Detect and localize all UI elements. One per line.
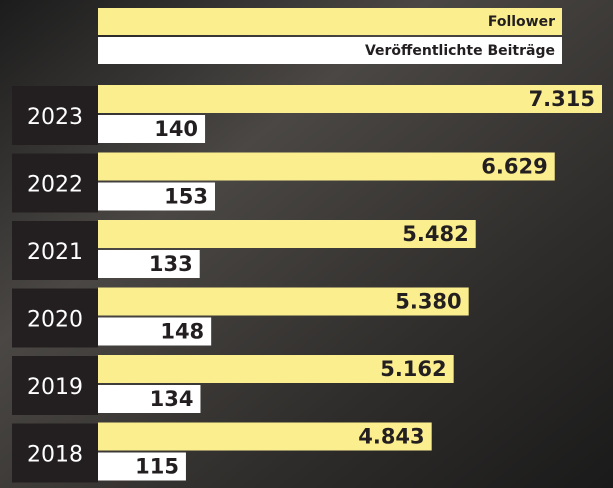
y-tick-label: 2018 — [27, 443, 83, 468]
value-label: 148 — [160, 320, 204, 344]
value-label: 115 — [135, 455, 179, 479]
value-label: 5.380 — [395, 290, 461, 314]
y-tick-label: 2020 — [27, 308, 83, 333]
legend-label: Follower — [488, 14, 555, 30]
page: Follower Veröffentlichte Beiträge 2023 7.31… — [0, 0, 613, 488]
value-label: 7.315 — [529, 87, 595, 111]
value-label: 134 — [150, 387, 194, 411]
legend-label: Veröffentlichte Beiträge — [365, 43, 555, 59]
value-label: 6.629 — [481, 155, 547, 179]
y-tick-label: 2021 — [27, 240, 83, 265]
y-tick-label: 2022 — [27, 173, 83, 198]
value-label: 5.162 — [380, 357, 446, 381]
chart: Follower Veröffentlichte Beiträge 2023 7.31… — [0, 0, 613, 488]
y-tick-label: 2023 — [27, 105, 83, 130]
bar — [98, 85, 602, 113]
value-label: 133 — [149, 252, 193, 276]
value-label: 4.843 — [358, 425, 424, 449]
y-tick-label: 2019 — [27, 375, 83, 400]
value-label: 5.482 — [402, 222, 468, 246]
value-label: 153 — [164, 185, 208, 209]
value-label: 140 — [154, 117, 198, 141]
